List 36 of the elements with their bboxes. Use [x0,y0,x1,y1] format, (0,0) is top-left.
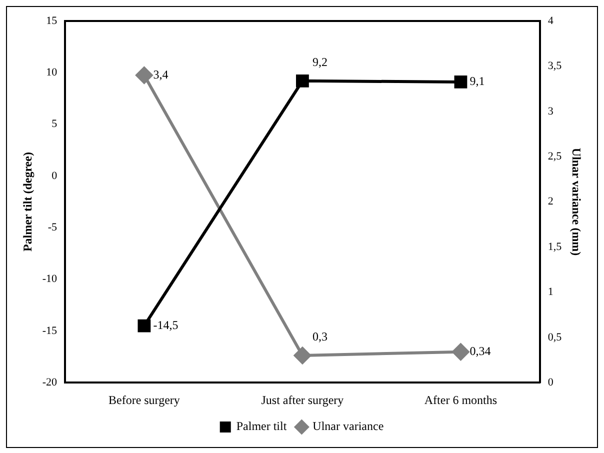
y2-axis-title: Ulnar variance (mm) [570,148,584,256]
y2-tick-label: 2 [548,196,554,208]
point [136,66,153,84]
y-tick-label: 5 [52,118,58,130]
y-tick-label: -20 [42,376,58,388]
data-label: 0,34 [470,344,491,358]
y2-tick-label: 2,5 [548,150,562,162]
y2-tick-label: 3,5 [548,60,562,72]
x-tick-label: After 6 months [424,392,498,407]
data-label: 0,3 [312,330,328,344]
y-tick-label: 10 [46,66,58,79]
y2-tick-label: 0 [548,376,554,388]
y2-tick-label: 1 [548,286,554,298]
data-label: 9,1 [470,74,485,88]
y-tick-label: 0 [52,170,58,182]
x-tick-label: Just after surgery [261,392,344,407]
y2-tick-label: 3 [548,105,554,118]
y-axis-title: Palmer tilt (degree) [20,152,34,252]
y-tick-label: -15 [42,324,58,337]
point [452,343,470,360]
data-label: 3,4 [153,67,168,82]
data-label: 9,2 [312,55,328,70]
legend-label: Ulnar variance [312,419,384,434]
legend-label: Palmer tilt [236,419,288,434]
y-tick-label: 15 [46,14,58,27]
point [294,346,311,364]
y2-tick-label: 0,5 [548,331,562,344]
y-tick-label: -10 [42,273,58,286]
data-label: -14,5 [153,318,178,332]
x-tick-label: Before surgery [108,392,180,407]
point [296,74,309,88]
point [138,319,151,332]
point [454,76,468,88]
y2-tick-label: 1,5 [548,240,562,253]
y-tick-label: -5 [48,222,58,234]
y2-tick-label: 4 [548,14,554,27]
